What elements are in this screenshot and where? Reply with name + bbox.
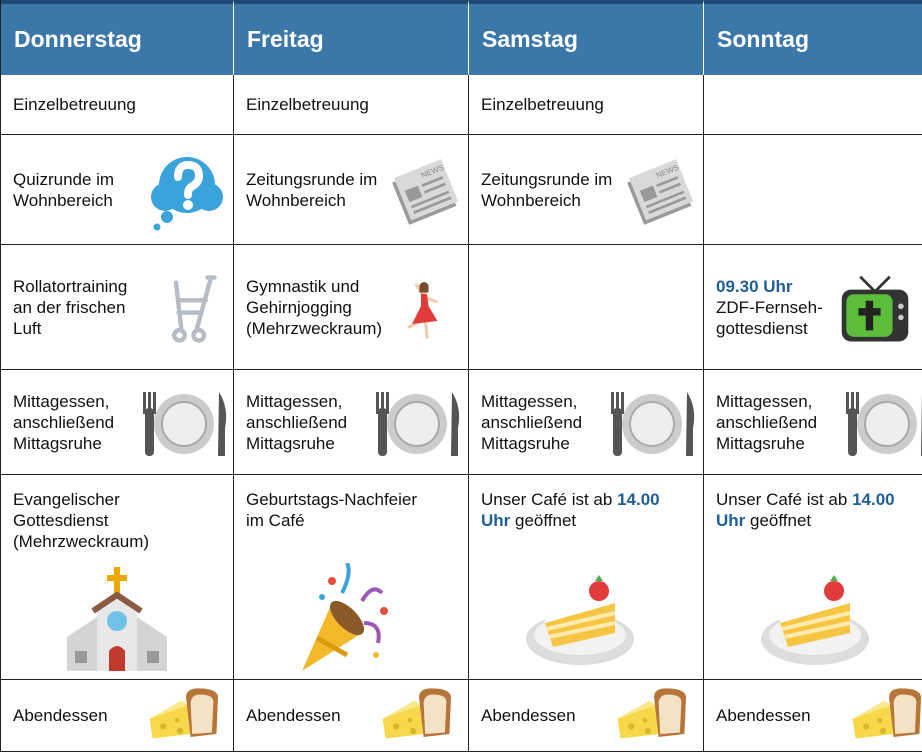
cell: Unser Café ist ab 14.00 Uhr geöffnet	[704, 475, 922, 680]
cell-text: Mittagessen, anschließend Mittagsruhe	[716, 391, 818, 453]
cell-text: 09.30 Uhr ZDF-Fernseh- gottesdienst	[716, 276, 823, 339]
cheese-bread-icon	[378, 688, 454, 742]
cell-text: ZDF-Fernseh- gottesdienst	[716, 297, 823, 338]
plate-icon	[372, 388, 462, 458]
cell: Mittagessen, anschließend Mittagsruhe	[1, 370, 234, 475]
cell: Einzelbetreuung	[469, 75, 704, 135]
cell-text: Geburtstags-Nachfeier im Café	[246, 490, 418, 530]
cell: Unser Café ist ab 14.00 Uhr geöffnet	[469, 475, 704, 680]
cell: 09.30 Uhr ZDF-Fernseh- gottesdienst	[704, 245, 922, 370]
cell: Gymnastik und Gehirnjogging (Mehrzweckra…	[234, 245, 469, 370]
cell: Abendessen	[704, 680, 922, 752]
cell-text: Zeitungsrunde im Wohnbereich	[481, 169, 613, 210]
cell-text: Unser Café ist ab	[481, 490, 618, 509]
cheese-bread-icon	[613, 688, 689, 742]
cell: Abendessen	[234, 680, 469, 752]
cell-text: Unser Café ist ab 14.00 Uhr geöffnet	[716, 489, 895, 531]
cake-icon	[525, 567, 635, 667]
column-header: Freitag	[234, 0, 469, 75]
cell-text: Evangelischer Gottesdienst (Mehrzweckrau…	[13, 490, 150, 551]
cell-text: Abendessen	[246, 706, 341, 725]
plate-icon	[607, 388, 697, 458]
cell: Abendessen	[1, 680, 234, 752]
plate-icon	[842, 388, 922, 458]
cell	[704, 75, 922, 135]
cell: Einzelbetreuung	[1, 75, 234, 135]
cell: Einzelbetreuung	[234, 75, 469, 135]
cell	[469, 245, 704, 370]
cell-text: Abendessen	[13, 706, 108, 725]
cell: Quizrunde im Wohnbereich	[1, 135, 234, 245]
cell: Zeitungsrunde im Wohnbereich	[469, 135, 704, 245]
cake-icon	[760, 567, 870, 667]
cheese-bread-icon	[848, 688, 922, 742]
cell: Zeitungsrunde im Wohnbereich	[234, 135, 469, 245]
cell-text: Abendessen	[716, 706, 811, 725]
cell-text: Mittagessen, anschließend Mittagsruhe	[481, 391, 583, 453]
walker-icon	[155, 267, 225, 351]
cell-text: Unser Café ist ab	[716, 490, 853, 509]
cell: Rollatortraining an der frischen Luft	[1, 245, 234, 370]
column-header: Sonntag	[704, 0, 922, 75]
time: 09.30 Uhr	[716, 276, 793, 296]
column-header: Samstag	[469, 0, 704, 75]
dancer-icon	[394, 267, 454, 351]
party-popper-icon	[292, 563, 392, 673]
cell-text: Abendessen	[481, 706, 576, 725]
cell-text: Rollatortraining an der frischen Luft	[13, 276, 128, 338]
cell-text: Gymnastik und Gehirnjogging (Mehrzweckra…	[246, 276, 383, 338]
cell: Mittagessen, anschließend Mittagsruhe	[704, 370, 922, 475]
cell-text: Quizrunde im Wohnbereich	[13, 169, 115, 210]
cell: Evangelischer Gottesdienst (Mehrzweckrau…	[1, 475, 234, 680]
cell-text: Mittagessen, anschließend Mittagsruhe	[13, 391, 115, 453]
tv-icon	[838, 273, 912, 347]
time: 14.00 Uhr	[716, 490, 895, 530]
cell: Geburtstags-Nachfeier im Café	[234, 475, 469, 680]
cell-text: Mittagessen, anschließend Mittagsruhe	[246, 391, 348, 453]
cell	[704, 135, 922, 245]
time: 14.00 Uhr	[481, 490, 660, 530]
newspaper-icon	[390, 159, 460, 229]
cell-text: Zeitungsrunde im Wohnbereich	[246, 169, 378, 210]
newspaper-icon	[625, 159, 695, 229]
cell-text: Unser Café ist ab 14.00 Uhr geöffnet	[481, 489, 660, 531]
plate-icon	[139, 388, 229, 458]
column-header: Donnerstag	[1, 0, 234, 75]
cell-text: geöffnet	[745, 511, 812, 530]
cheese-bread-icon	[145, 688, 221, 742]
church-icon	[67, 567, 167, 677]
cell: Abendessen	[469, 680, 704, 752]
cell: Mittagessen, anschließend Mittagsruhe	[234, 370, 469, 475]
cell: Mittagessen, anschließend Mittagsruhe	[469, 370, 704, 475]
cell-text: geöffnet	[510, 511, 577, 530]
quiz-icon	[147, 151, 227, 231]
